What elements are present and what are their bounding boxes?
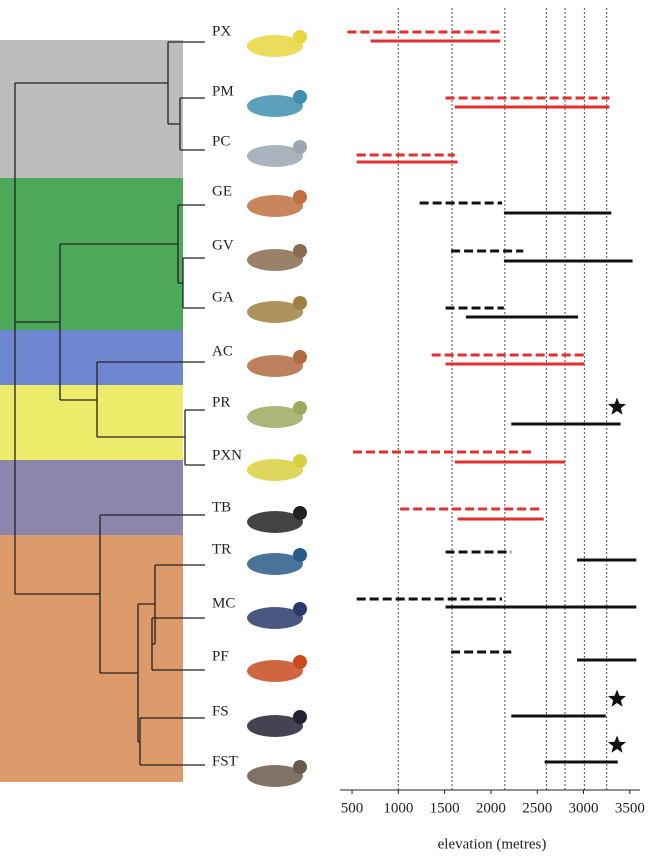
x-tick-label: 3500	[615, 800, 645, 816]
clade-bands	[0, 40, 183, 782]
bird-illustration	[247, 301, 303, 323]
species-label: PXN	[212, 447, 242, 463]
bird-head	[293, 350, 307, 364]
star	[608, 397, 626, 415]
bird-illustration	[247, 95, 303, 117]
bird-illustration	[247, 715, 303, 737]
bird-head	[293, 140, 307, 154]
bird-head	[293, 602, 307, 616]
species-label: PR	[212, 394, 230, 410]
bird-head	[293, 655, 307, 669]
species-label: TR	[212, 541, 231, 557]
bird-head	[293, 30, 307, 44]
x-tick-label: 500	[341, 800, 364, 816]
bird-head	[293, 710, 307, 724]
species-label: GE	[212, 183, 232, 199]
bird-head	[293, 244, 307, 258]
x-tick-label: 1500	[430, 800, 460, 816]
species-label: GA	[212, 289, 234, 305]
species-label: PM	[212, 83, 234, 99]
bird-illustration	[247, 511, 303, 533]
bird-head	[293, 548, 307, 562]
species-label: PF	[212, 648, 229, 664]
species-label: GV	[212, 237, 234, 253]
band	[0, 40, 183, 178]
star	[608, 689, 626, 707]
phylogeny	[14, 41, 205, 766]
bird-illustration	[247, 355, 303, 377]
bird-head	[293, 90, 307, 104]
species-label: MC	[212, 595, 235, 611]
x-tick-label: 2000	[476, 800, 506, 816]
band	[0, 178, 183, 330]
bird-illustration	[247, 553, 303, 575]
bird-illustration	[247, 660, 303, 682]
species-label: PX	[212, 23, 231, 39]
bird-head	[293, 190, 307, 204]
x-tick-label: 2500	[522, 800, 552, 816]
band	[0, 385, 183, 460]
bird-head	[293, 454, 307, 468]
x-tick-label: 3000	[569, 800, 599, 816]
band	[0, 460, 183, 535]
species-label: TB	[212, 499, 231, 515]
bird-illustration	[247, 406, 303, 428]
band	[0, 330, 183, 385]
x-axis-label: elevation (metres)	[438, 836, 547, 852]
star	[608, 735, 626, 753]
bird-head	[293, 401, 307, 415]
species-label: FS	[212, 703, 229, 719]
species-label: PC	[212, 133, 230, 149]
bird-head	[293, 760, 307, 774]
x-tick-label: 1000	[383, 800, 413, 816]
bird-illustration	[247, 249, 303, 271]
bird-illustration	[247, 195, 303, 217]
bird-illustration	[247, 459, 303, 481]
bird-illustration	[247, 35, 303, 57]
bird-illustration	[247, 765, 303, 787]
bird-illustration	[247, 607, 303, 629]
bird-head	[293, 506, 307, 520]
bird-head	[293, 296, 307, 310]
bird-illustration	[247, 145, 303, 167]
species-label: AC	[212, 343, 233, 359]
species-label: FST	[212, 753, 238, 769]
